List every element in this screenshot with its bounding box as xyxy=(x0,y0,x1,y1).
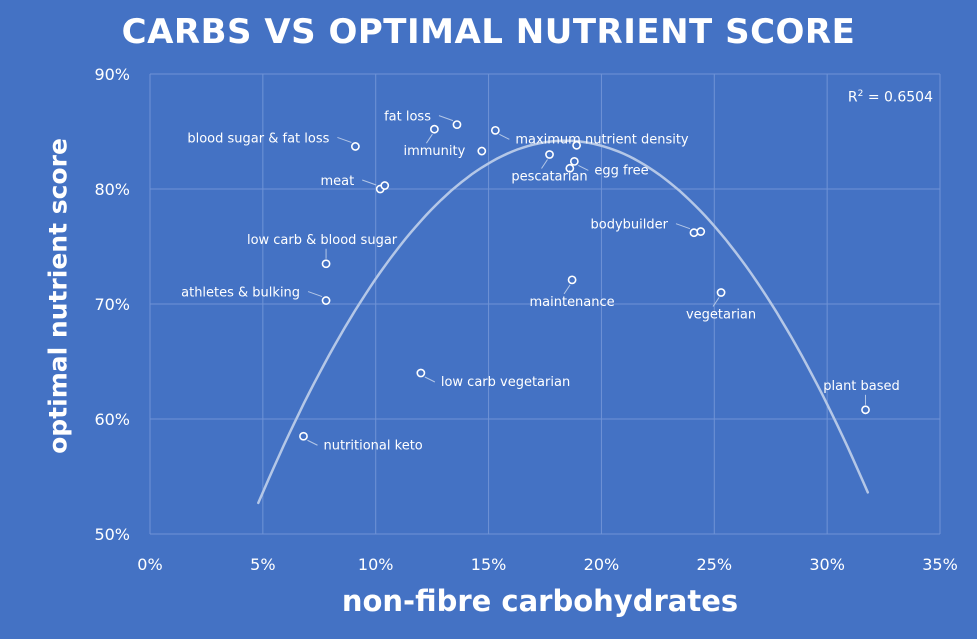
label-leader-line xyxy=(362,179,377,186)
trendline-layer xyxy=(257,139,870,505)
gridlines xyxy=(149,73,941,535)
point-label: maintenance xyxy=(529,295,614,310)
point-label: immunity xyxy=(403,144,465,159)
label-leader-line xyxy=(712,297,720,307)
label-leader-line xyxy=(578,164,589,171)
label-leader-line xyxy=(307,439,318,446)
point-label: egg free xyxy=(594,163,648,178)
r2-superscript: 2 xyxy=(857,89,864,99)
x-axis-title: non-fibre carbohydrates xyxy=(341,584,739,618)
x-tick-label: 0% xyxy=(137,555,162,574)
chart-title: CARBS VS OPTIMAL NUTRIENT SCORE xyxy=(121,12,856,52)
point-label: meat xyxy=(320,174,354,189)
data-point xyxy=(565,163,575,173)
label-leader-line xyxy=(425,133,433,144)
y-tick-label: 80% xyxy=(94,180,130,199)
data-point xyxy=(416,368,426,378)
label-leader-line xyxy=(563,284,571,295)
data-point xyxy=(572,140,581,150)
point-label: fat loss xyxy=(384,110,431,125)
point-label: bodybuilder xyxy=(591,218,669,233)
point-label: pescatarian xyxy=(511,170,587,185)
x-tick-label: 35% xyxy=(922,555,958,574)
point-label: vegetarian xyxy=(686,308,756,323)
x-tick-label: 10% xyxy=(358,555,394,574)
x-tick-label: 25% xyxy=(697,555,733,574)
data-point xyxy=(490,125,500,135)
data-point xyxy=(689,228,699,238)
data-point xyxy=(545,150,554,159)
data-point xyxy=(429,124,439,134)
point-label: maximum nutrient density xyxy=(515,132,689,147)
point-label: athletes & bulking xyxy=(181,286,300,301)
data-point xyxy=(861,405,870,415)
data-point xyxy=(452,120,462,129)
data-point xyxy=(321,259,331,269)
point-label: plant based xyxy=(823,379,900,394)
y-tick-label: 50% xyxy=(94,525,130,544)
x-tick-label: 15% xyxy=(471,555,507,574)
data-point xyxy=(350,142,360,151)
r2-prefix: R xyxy=(847,89,858,106)
x-tick-label: 30% xyxy=(809,555,845,574)
point-labels: blood sugar & fat loss meat fat loss immuni… xyxy=(181,110,900,454)
x-tick-label: 20% xyxy=(584,555,620,574)
data-points xyxy=(299,120,870,441)
x-tick-label: 5% xyxy=(250,555,275,574)
trendline xyxy=(257,139,870,505)
y-tick-label: 70% xyxy=(94,295,130,314)
data-point xyxy=(716,288,726,297)
point-label: blood sugar & fat loss xyxy=(187,131,329,146)
y-tick-label: 90% xyxy=(94,65,130,84)
label-leader-line xyxy=(438,115,454,122)
label-leader-line xyxy=(499,133,510,140)
point-label: nutritional keto xyxy=(323,438,422,453)
point-label: low carb & blood sugar xyxy=(247,233,398,248)
label-leader-line xyxy=(541,159,548,169)
r-squared-label: R2 = 0.6504 xyxy=(848,89,933,106)
r2-value: = 0.6504 xyxy=(863,89,933,106)
data-point xyxy=(696,227,706,236)
data-point xyxy=(299,431,308,441)
data-point xyxy=(380,181,390,190)
label-leader-line xyxy=(424,376,436,383)
label-leader-line xyxy=(307,291,323,298)
leader-lines xyxy=(307,115,867,446)
data-point xyxy=(477,146,487,156)
label-leader-line xyxy=(675,223,691,230)
y-axis-title: optimal nutrient score xyxy=(43,138,73,454)
axis-ticks: 0% 5% 10% 15% 20% 25% 30% 35% 50% 60% 70% 80% 90% xyxy=(94,65,957,574)
data-point xyxy=(569,156,579,166)
point-label: low carb vegetarian xyxy=(441,375,570,390)
label-leader-line xyxy=(337,136,352,143)
data-point xyxy=(567,275,577,285)
y-tick-label: 60% xyxy=(94,410,130,429)
data-point xyxy=(321,296,331,305)
